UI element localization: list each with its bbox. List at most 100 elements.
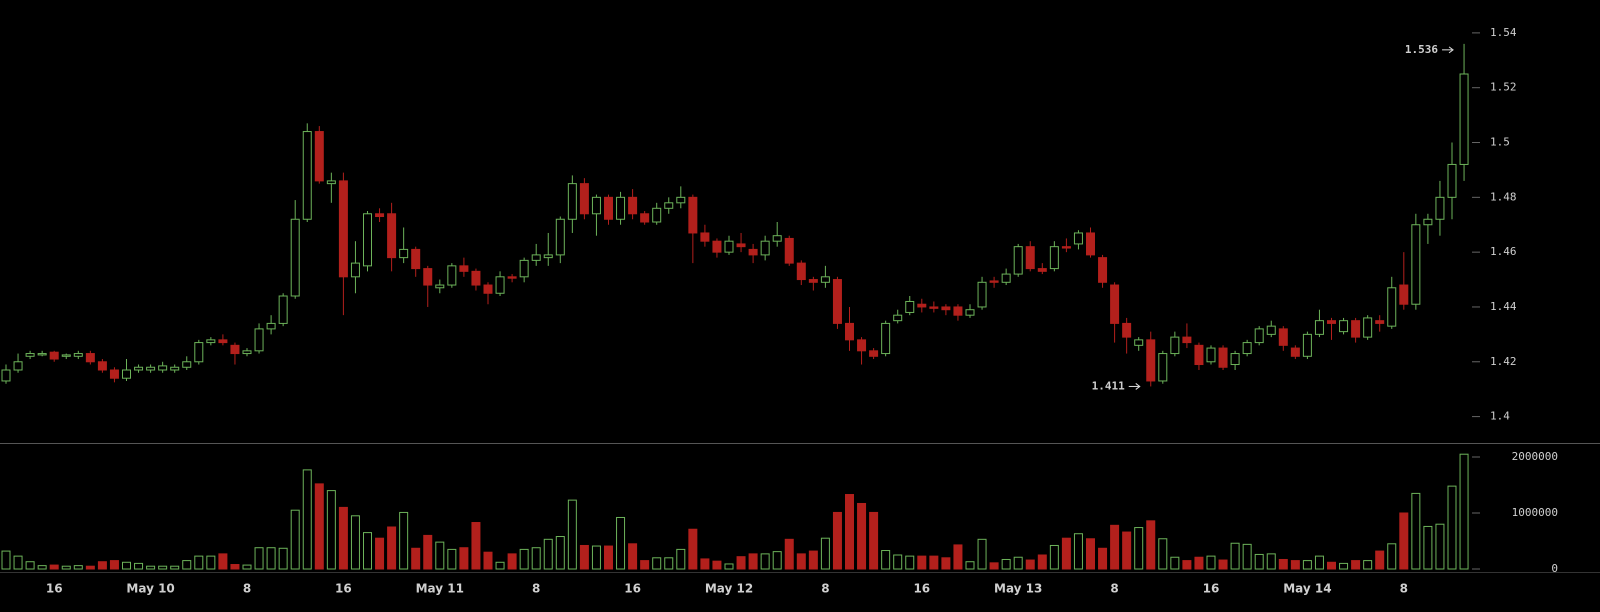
candle-body: [1001, 273, 1011, 283]
x-tick-label: May 13: [994, 582, 1042, 596]
candle-body: [1399, 284, 1409, 305]
y-tick-label: 1.5: [1490, 136, 1510, 149]
volume-bar: [736, 556, 746, 570]
candle-body: [712, 240, 722, 253]
candle-body: [760, 240, 770, 256]
volume-bar: [13, 555, 23, 570]
volume-bar: [977, 538, 987, 570]
candle-body: [845, 322, 854, 341]
volume-bar: [772, 551, 782, 570]
candle-body: [158, 365, 168, 371]
volume-bar: [302, 469, 312, 570]
candle-body: [881, 322, 891, 355]
candle-body: [411, 248, 421, 270]
volume-bar: [230, 564, 240, 570]
y-tick-label: 1.42: [1490, 355, 1517, 368]
candle-body: [37, 353, 47, 356]
volume-bar: [146, 565, 156, 570]
y-tick-label: 1.48: [1490, 190, 1517, 203]
volume-bar: [1073, 533, 1083, 570]
candle-body: [531, 254, 541, 261]
volume-bar: [1242, 543, 1252, 570]
x-tick-label: 8: [243, 582, 251, 596]
y-tick-label: 1.4: [1490, 410, 1510, 423]
volume-bar: [1447, 485, 1457, 570]
candle-body: [519, 259, 529, 278]
candle-body: [1411, 224, 1421, 305]
volume-bar: [326, 490, 336, 570]
volume-bar: [1037, 554, 1047, 570]
candle-body: [1230, 353, 1240, 366]
volume-bar: [881, 550, 891, 570]
candle-body: [1098, 257, 1108, 283]
candle-body: [820, 276, 830, 283]
candle-body: [1459, 73, 1469, 165]
volume-bar: [953, 544, 963, 570]
volume-bar: [1206, 555, 1216, 570]
volume-bar: [857, 502, 867, 570]
volume-bar: [194, 555, 204, 570]
candle-body: [1037, 268, 1047, 272]
volume-bar: [1158, 538, 1168, 570]
annotation-arrowhead: [1135, 383, 1141, 390]
volume-bar: [784, 538, 794, 570]
candle-body: [832, 279, 842, 324]
price-annotation: 1.411: [1092, 379, 1125, 392]
candle-body: [1278, 328, 1288, 346]
volume-bar: [832, 511, 842, 570]
volume-bar: [387, 526, 397, 570]
candle-body: [628, 196, 638, 215]
volume-bar: [700, 558, 710, 570]
x-tick-label: 16: [335, 582, 352, 596]
volume-bar: [1254, 553, 1264, 570]
volume-bar: [628, 543, 638, 570]
volume-bar: [1025, 559, 1035, 570]
candle-body: [1013, 246, 1023, 275]
candle-body: [447, 265, 457, 286]
volume-bar: [640, 560, 650, 570]
candle-body: [302, 131, 312, 220]
volume-bar: [579, 544, 589, 570]
candle-body: [122, 369, 131, 379]
price-annotation: 1.536: [1405, 43, 1438, 56]
volume-bar: [724, 563, 734, 570]
candle-body: [724, 240, 734, 253]
volume-bar: [242, 564, 252, 570]
candle-body: [1170, 336, 1180, 355]
y-tick-label: 1.46: [1490, 245, 1517, 258]
volume-bar: [290, 509, 300, 570]
candle-body: [134, 366, 144, 371]
candle-body: [1049, 246, 1059, 270]
candle-body: [1327, 320, 1336, 324]
x-tick-label: 16: [46, 582, 63, 596]
candle-body: [218, 339, 228, 344]
x-tick-label: 16: [624, 582, 641, 596]
volume-bar: [845, 494, 854, 570]
volume-bar: [664, 557, 674, 570]
volume-bar: [350, 515, 360, 570]
volume-bar: [1061, 537, 1071, 570]
candle-body: [676, 196, 686, 204]
candle-body: [1086, 232, 1095, 256]
y-tick-label: 1.52: [1490, 81, 1517, 94]
candle-body: [97, 361, 107, 371]
volume-bar: [1351, 560, 1361, 570]
candle-body: [1146, 339, 1156, 382]
volume-bar: [507, 553, 517, 570]
y-tick-label: 1.44: [1490, 300, 1517, 313]
candle-body: [109, 369, 119, 379]
candle-body: [1387, 287, 1397, 327]
volume-bar: [206, 555, 216, 570]
volume-bar: [760, 553, 770, 570]
candle-body: [206, 339, 216, 344]
volume-bar: [73, 565, 83, 570]
volume-tick-label: 2000000: [1512, 450, 1558, 463]
volume-bar: [652, 557, 662, 570]
candle-body: [1, 369, 11, 382]
volume-bar: [519, 548, 529, 570]
candle-body: [1266, 325, 1276, 335]
volume-bar: [1194, 556, 1204, 570]
candle-body: [1206, 347, 1216, 363]
candle-body: [495, 276, 505, 294]
volume-bar: [266, 547, 276, 570]
